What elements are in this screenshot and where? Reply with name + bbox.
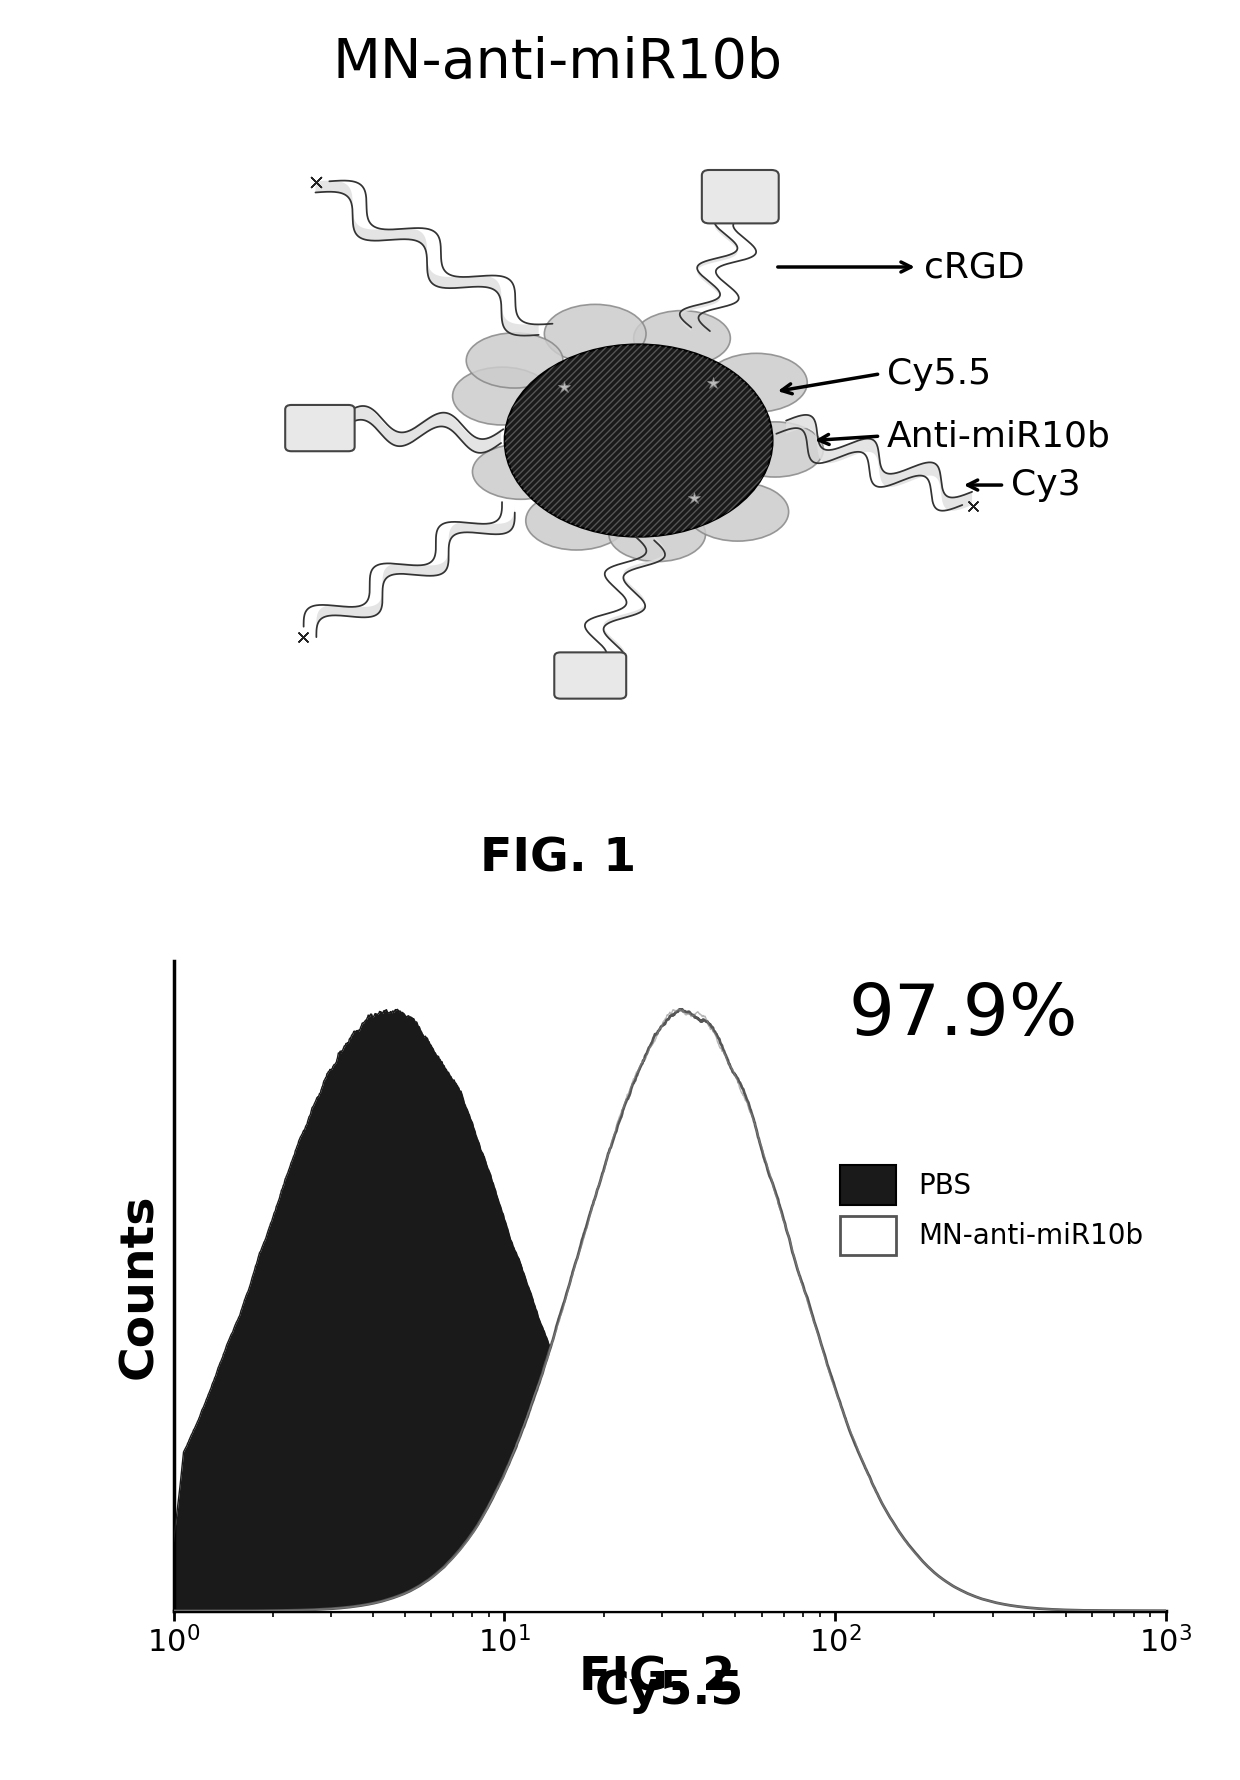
Text: Anti-miR10b: Anti-miR10b	[887, 418, 1111, 454]
Ellipse shape	[472, 445, 569, 498]
Ellipse shape	[552, 418, 663, 490]
Text: MN-anti-miR10b: MN-anti-miR10b	[334, 36, 782, 89]
Ellipse shape	[727, 422, 823, 477]
FancyBboxPatch shape	[554, 651, 626, 698]
Text: FIG. 1: FIG. 1	[480, 837, 636, 881]
Ellipse shape	[544, 304, 646, 363]
Ellipse shape	[634, 310, 730, 365]
FancyBboxPatch shape	[702, 169, 779, 222]
Ellipse shape	[687, 482, 789, 541]
Text: Cy5.5: Cy5.5	[887, 356, 991, 392]
Ellipse shape	[453, 367, 552, 425]
Circle shape	[505, 344, 773, 538]
FancyBboxPatch shape	[285, 404, 355, 450]
Ellipse shape	[466, 333, 563, 388]
Text: Cy3: Cy3	[1011, 468, 1080, 502]
Ellipse shape	[706, 352, 807, 411]
Text: 97.9%: 97.9%	[848, 981, 1078, 1050]
Legend: PBS, MN-anti-miR10b: PBS, MN-anti-miR10b	[832, 1157, 1152, 1264]
Text: FIG. 2: FIG. 2	[579, 1655, 735, 1700]
Y-axis label: Counts: Counts	[118, 1193, 162, 1380]
Ellipse shape	[609, 506, 706, 561]
X-axis label: Cy5.5: Cy5.5	[595, 1670, 744, 1714]
Text: cRGD: cRGD	[924, 249, 1024, 285]
Ellipse shape	[526, 491, 627, 550]
